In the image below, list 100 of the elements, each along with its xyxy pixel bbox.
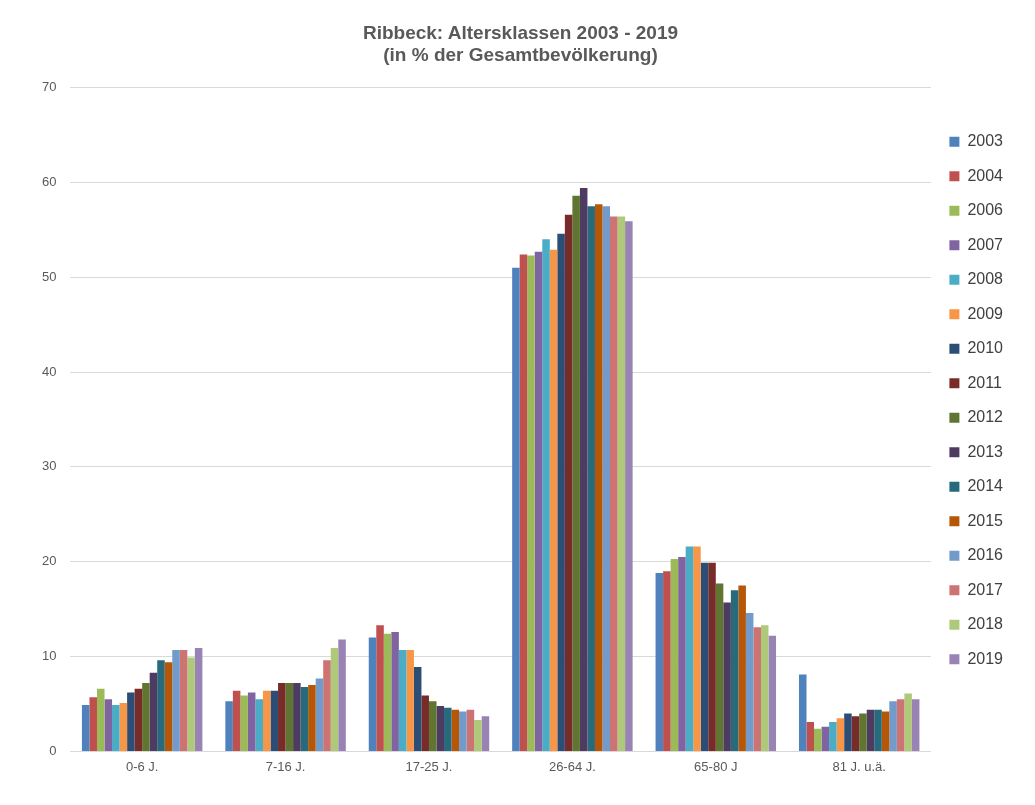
legend-label: 2017 (967, 580, 1004, 598)
bar (896, 699, 905, 751)
bar (911, 699, 920, 751)
x-tick-label: 65-80 J (694, 758, 738, 774)
legend-label: 2019 (967, 649, 1004, 667)
bar (904, 693, 912, 751)
bar (293, 683, 301, 751)
legend-label: 2007 (967, 235, 1004, 253)
bar (798, 674, 807, 751)
legend-label: 2008 (967, 270, 1004, 288)
bar (685, 546, 694, 751)
bar (89, 697, 97, 751)
bar (557, 233, 565, 751)
y-tick-label: 0 (49, 742, 57, 758)
bar (338, 639, 346, 751)
bar (859, 713, 867, 751)
y-tick-label: 40 (41, 363, 57, 379)
x-tick-label: 26-64 J. (548, 758, 596, 774)
bar (587, 206, 595, 751)
bar (821, 726, 830, 751)
bar (436, 705, 445, 751)
bar (836, 718, 845, 751)
bar (308, 685, 316, 751)
bar (383, 633, 392, 751)
bar (81, 704, 90, 751)
bar (187, 657, 195, 751)
y-tick-label: 30 (41, 458, 57, 474)
legend-label: 2009 (967, 304, 1004, 322)
bar (330, 648, 339, 751)
bar (663, 571, 671, 751)
x-tick-label: 0-6 J. (125, 758, 159, 774)
bar (693, 546, 701, 751)
bar (549, 249, 558, 751)
legend-label: 2013 (967, 442, 1004, 460)
bar (391, 631, 399, 751)
bar (255, 699, 263, 751)
y-tick-label: 50 (41, 268, 57, 284)
bar (134, 688, 143, 751)
bar (738, 585, 746, 751)
legend-label: 2006 (967, 201, 1004, 219)
bar (715, 583, 724, 751)
bar (398, 649, 407, 751)
bar (428, 701, 437, 751)
chart-subtitle: (in % der Gesamtbevölkerung) (383, 44, 658, 66)
bar (459, 711, 467, 751)
bar (814, 728, 822, 751)
bar (179, 649, 188, 751)
legend-label: 2004 (967, 166, 1004, 184)
bar (534, 251, 543, 751)
y-tick-label: 60 (41, 174, 57, 190)
bar (527, 255, 535, 751)
bar (602, 206, 611, 751)
x-tick-label: 7-16 J. (265, 758, 306, 774)
bar (104, 699, 113, 751)
bar (112, 704, 120, 751)
bar (768, 635, 777, 751)
bar (96, 688, 105, 751)
bar (451, 709, 460, 751)
bar (806, 722, 815, 751)
bar (149, 672, 158, 751)
bar (368, 637, 377, 751)
bar (413, 667, 422, 751)
chart-title: Ribbeck: Altersklassen 2003 - 2019 (362, 21, 679, 43)
bar (625, 221, 633, 751)
bar (753, 627, 761, 751)
legend-label: 2012 (967, 408, 1004, 426)
bar (194, 648, 203, 751)
bar (164, 662, 173, 751)
bar (655, 573, 664, 751)
bar (225, 701, 233, 751)
bar (421, 695, 429, 751)
bar (127, 692, 135, 751)
y-tick-label: 20 (41, 553, 57, 569)
bar (610, 216, 618, 751)
bar (278, 683, 286, 751)
bar (874, 709, 882, 751)
bar (285, 683, 294, 751)
bar (572, 195, 580, 751)
bar (745, 612, 754, 751)
bar (723, 602, 731, 751)
bar (829, 722, 837, 751)
bar (617, 216, 626, 751)
bar (708, 562, 716, 751)
bar (851, 716, 860, 751)
bar (564, 214, 573, 751)
bar (466, 709, 475, 751)
bar (376, 625, 384, 751)
bar (474, 720, 482, 751)
y-tick-label: 10 (41, 648, 57, 664)
bar (889, 701, 897, 751)
bar (760, 625, 769, 751)
bar (519, 254, 528, 751)
legend-label: 2018 (967, 615, 1004, 633)
legend-label: 2011 (967, 373, 1002, 391)
y-tick-label: 70 (41, 79, 57, 95)
legend-label: 2010 (967, 339, 1004, 357)
bar (730, 590, 739, 751)
legend-label: 2014 (967, 477, 1004, 495)
bar (240, 695, 248, 751)
bar (262, 690, 271, 751)
